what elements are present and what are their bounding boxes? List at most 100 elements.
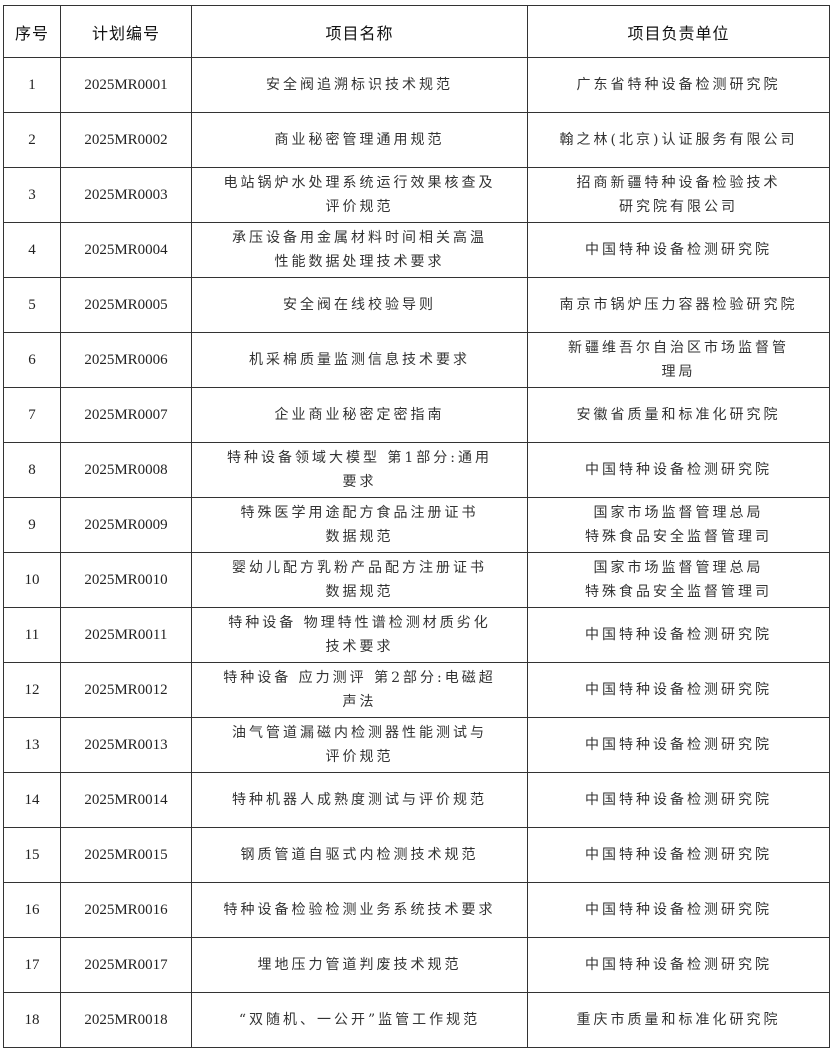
cell-text-line: 特种设备领域大模型 第1部分:通用 <box>226 450 493 466</box>
cell-text-line: 翰之林(北京)认证服务有限公司 <box>559 132 798 148</box>
cell-text-line: 中国特种设备检测研究院 <box>585 242 772 258</box>
table-row: 5 2025MR0005 安全阀在线校验导则 南京市锅炉压力容器检验研究院 <box>3 277 830 333</box>
serial-no-cell: 15 <box>3 827 61 883</box>
cell-text-line: 安徽省质量和标准化研究院 <box>576 407 781 423</box>
plan-code-cell: 2025MR0003 <box>60 167 192 223</box>
cell-text-line: 理局 <box>661 364 696 380</box>
serial-no-cell: 5 <box>3 277 61 333</box>
responsible-unit-cell: 翰之林(北京)认证服务有限公司 <box>527 112 830 168</box>
cell-text-line: 特种设备 应力测评 第2部分:电磁超 <box>223 670 496 686</box>
plan-code-cell: 2025MR0010 <box>60 552 192 608</box>
responsible-unit-cell: 中国特种设备检测研究院 <box>527 937 830 993</box>
table-row: 10 2025MR0010 婴幼儿配方乳粉产品配方注册证书 数据规范 国家市场监督管理总… <box>3 552 830 608</box>
project-name-cell: 钢质管道自驱式内检测技术规范 <box>191 827 528 883</box>
cell-text-line: 重庆市质量和标准化研究院 <box>576 1012 781 1028</box>
cell-text-line: 安全阀追溯标识技术规范 <box>266 77 453 93</box>
serial-no-cell: 6 <box>3 332 61 388</box>
project-name-cell: 安全阀在线校验导则 <box>191 277 528 333</box>
cell-text-line: 中国特种设备检测研究院 <box>585 462 772 478</box>
cell-text-line: 婴幼儿配方乳粉产品配方注册证书 <box>232 560 487 576</box>
serial-no-cell: 11 <box>3 607 61 663</box>
cell-text-line: 埋地压力管道判废技术规范 <box>257 957 462 973</box>
cell-text-line: 要求 <box>342 474 377 490</box>
cell-text-line: 招商新疆特种设备检验技术 <box>576 175 781 191</box>
cell-text-line: 新疆维吾尔自治区市场监督管 <box>568 340 789 356</box>
cell-text-line: 特种设备 物理特性谱检测材质劣化 <box>228 615 491 631</box>
serial-no-cell: 7 <box>3 387 61 443</box>
serial-no-cell: 14 <box>3 772 61 828</box>
cell-text-line: 南京市锅炉压力容器检验研究院 <box>559 297 798 313</box>
cell-text-line: 技术要求 <box>325 639 394 655</box>
project-name-cell: 商业秘密管理通用规范 <box>191 112 528 168</box>
cell-text-line: 中国特种设备检测研究院 <box>585 902 772 918</box>
cell-text-line: 声法 <box>342 694 377 710</box>
plan-code-cell: 2025MR0001 <box>60 57 192 113</box>
plan-code-cell: 2025MR0006 <box>60 332 192 388</box>
project-name-cell: 特种设备 应力测评 第2部分:电磁超 声法 <box>191 662 528 718</box>
plan-code-cell: 2025MR0012 <box>60 662 192 718</box>
cell-text-line: “双随机、一公开”监管工作规范 <box>238 1012 481 1028</box>
serial-no-cell: 17 <box>3 937 61 993</box>
project-name-cell: 特种设备 物理特性谱检测材质劣化 技术要求 <box>191 607 528 663</box>
cell-text-line: 油气管道漏磁内检测器性能测试与 <box>232 725 487 741</box>
project-name-cell: 婴幼儿配方乳粉产品配方注册证书 数据规范 <box>191 552 528 608</box>
plan-code-cell: 2025MR0017 <box>60 937 192 993</box>
plan-code-cell: 2025MR0018 <box>60 992 192 1048</box>
plan-code-cell: 2025MR0004 <box>60 222 192 278</box>
header-responsible-unit: 项目负责单位 <box>527 5 830 58</box>
cell-text-line: 承压设备用金属材料时间相关高温 <box>232 230 487 246</box>
table-row: 8 2025MR0008 特种设备领域大模型 第1部分:通用 要求 中国特种设备检测研究… <box>3 442 830 498</box>
plan-code-cell: 2025MR0014 <box>60 772 192 828</box>
responsible-unit-cell: 中国特种设备检测研究院 <box>527 882 830 938</box>
project-name-cell: 机采棉质量监测信息技术要求 <box>191 332 528 388</box>
responsible-unit-cell: 中国特种设备检测研究院 <box>527 222 830 278</box>
responsible-unit-cell: 国家市场监督管理总局 特殊食品安全监督管理司 <box>527 552 830 608</box>
project-name-cell: 埋地压力管道判废技术规范 <box>191 937 528 993</box>
plan-code-cell: 2025MR0013 <box>60 717 192 773</box>
responsible-unit-cell: 中国特种设备检测研究院 <box>527 662 830 718</box>
serial-no-cell: 18 <box>3 992 61 1048</box>
serial-no-cell: 3 <box>3 167 61 223</box>
serial-no-cell: 1 <box>3 57 61 113</box>
table-row: 6 2025MR0006 机采棉质量监测信息技术要求 新疆维吾尔自治区市场监督管 理局 <box>3 332 830 388</box>
project-name-cell: 油气管道漏磁内检测器性能测试与 评价规范 <box>191 717 528 773</box>
serial-no-cell: 2 <box>3 112 61 168</box>
cell-text-line: 国家市场监督管理总局 <box>593 505 764 521</box>
table-row: 18 2025MR0018 “双随机、一公开”监管工作规范 重庆市质量和标准化研究院 <box>3 992 830 1048</box>
header-serial-no: 序号 <box>3 5 61 58</box>
header-plan-code: 计划编号 <box>60 5 192 58</box>
cell-text-line: 特种机器人成熟度测试与评价规范 <box>232 792 487 808</box>
cell-text-line: 特种设备检验检测业务系统技术要求 <box>223 902 496 918</box>
cell-text-line: 评价规范 <box>325 199 394 215</box>
standards-plan-table: 序号 计划编号 项目名称 项目负责单位 1 2025MR0001 安全阀追溯标识技术… <box>3 5 830 1048</box>
cell-text-line: 钢质管道自驱式内检测技术规范 <box>240 847 479 863</box>
cell-text-line: 特殊医学用途配方食品注册证书 <box>240 505 479 521</box>
cell-text-line: 中国特种设备检测研究院 <box>585 737 772 753</box>
serial-no-cell: 9 <box>3 497 61 553</box>
cell-text-line: 研究院有限公司 <box>619 199 738 215</box>
responsible-unit-cell: 招商新疆特种设备检验技术 研究院有限公司 <box>527 167 830 223</box>
project-name-cell: 特种设备检验检测业务系统技术要求 <box>191 882 528 938</box>
cell-text-line: 数据规范 <box>325 529 394 545</box>
responsible-unit-cell: 安徽省质量和标准化研究院 <box>527 387 830 443</box>
header-row: 序号 计划编号 项目名称 项目负责单位 <box>3 5 830 58</box>
project-name-cell: 企业商业秘密定密指南 <box>191 387 528 443</box>
cell-text-line: 国家市场监督管理总局 <box>593 560 764 576</box>
table-row: 13 2025MR0013 油气管道漏磁内检测器性能测试与 评价规范 中国特种设备检测研… <box>3 717 830 773</box>
project-name-cell: 特种机器人成熟度测试与评价规范 <box>191 772 528 828</box>
responsible-unit-cell: 中国特种设备检测研究院 <box>527 442 830 498</box>
cell-text-line: 中国特种设备检测研究院 <box>585 682 772 698</box>
serial-no-cell: 12 <box>3 662 61 718</box>
table-row: 12 2025MR0012 特种设备 应力测评 第2部分:电磁超 声法 中国特种设备检测… <box>3 662 830 718</box>
table-row: 4 2025MR0004 承压设备用金属材料时间相关高温 性能数据处理技术要求 中国特种… <box>3 222 830 278</box>
responsible-unit-cell: 中国特种设备检测研究院 <box>527 827 830 883</box>
responsible-unit-cell: 中国特种设备检测研究院 <box>527 607 830 663</box>
responsible-unit-cell: 中国特种设备检测研究院 <box>527 717 830 773</box>
cell-text-line: 安全阀在线校验导则 <box>283 297 436 313</box>
cell-text-line: 特殊食品安全监督管理司 <box>585 529 772 545</box>
cell-text-line: 评价规范 <box>325 749 394 765</box>
table-row: 11 2025MR0011 特种设备 物理特性谱检测材质劣化 技术要求 中国特种设备检测… <box>3 607 830 663</box>
project-name-cell: 承压设备用金属材料时间相关高温 性能数据处理技术要求 <box>191 222 528 278</box>
cell-text-line: 中国特种设备检测研究院 <box>585 792 772 808</box>
project-name-cell: 安全阀追溯标识技术规范 <box>191 57 528 113</box>
